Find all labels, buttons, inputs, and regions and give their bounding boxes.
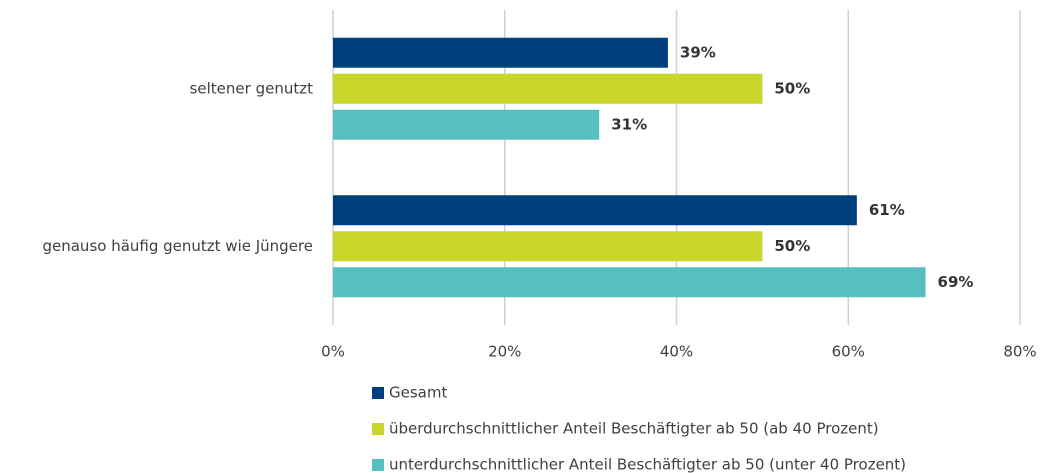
x-tick-label: 0% [321,343,345,361]
value-label: 39% [680,43,716,61]
bar [333,37,668,68]
value-label: 61% [869,201,905,219]
legend-swatch [372,459,384,471]
y-tick-label: genauso häufig genutzt wie Jüngere [42,237,313,255]
x-tick-label: 40% [660,343,693,361]
y-tick-label: seltener genutzt [190,79,314,97]
value-label: 50% [774,237,810,255]
legend-swatch [372,423,384,435]
x-tick-label: 20% [488,343,521,361]
value-label: 69% [938,273,974,291]
legend-label: Gesamt [389,384,447,402]
legend-swatch [372,387,384,399]
value-label: 31% [611,115,647,133]
bar [333,109,600,140]
x-tick-label: 60% [832,343,865,361]
legend-label: unterdurchschnittlicher Anteil Beschäfti… [389,456,906,473]
x-tick-label: 80% [1003,343,1036,361]
bar [333,73,763,104]
bar [333,231,763,262]
bar [333,195,857,226]
value-label: 50% [774,79,810,97]
bar [333,267,926,298]
legend-label: überdurchschnittlicher Anteil Beschäftig… [389,420,879,438]
